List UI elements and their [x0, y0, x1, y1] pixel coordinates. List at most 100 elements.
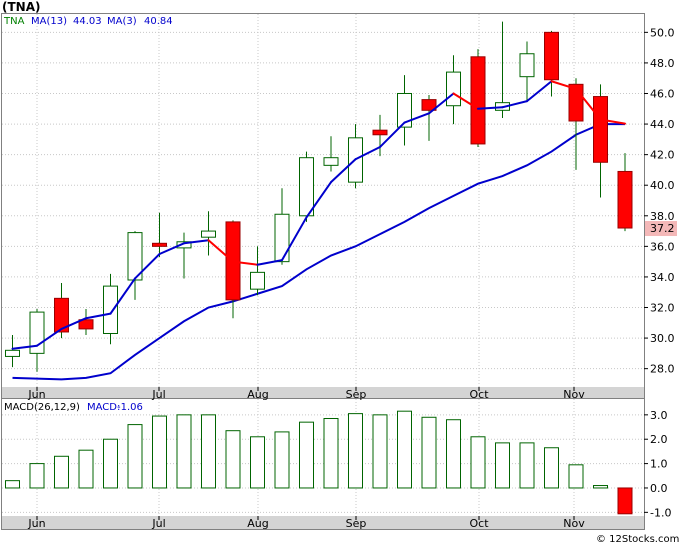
y-tick-label: 32.0: [650, 302, 675, 315]
macd-bar-positive: [54, 455, 69, 489]
macd-bar-positive: [348, 413, 363, 489]
x-tick-label: Oct: [469, 388, 489, 401]
y-tick-label: 46.0: [650, 87, 675, 100]
last-price-tag: 37.2: [650, 222, 675, 235]
ma3-segment: [305, 181, 332, 219]
macd-bar-positive: [152, 415, 167, 489]
macd-bar-positive: [127, 424, 143, 489]
macd-bar-positive: [29, 463, 45, 489]
ma3-segment: [36, 327, 63, 347]
macd-histogram: [5, 410, 633, 515]
y-tick-label: 38.0: [650, 210, 675, 223]
candle-body-up: [323, 157, 339, 166]
macd-bar-positive: [323, 418, 339, 489]
ma3-segment: [452, 92, 479, 110]
macd-y-tick-label: 3.0: [650, 409, 668, 422]
macd-bar-positive: [495, 442, 510, 489]
macd-value-label: MACD:: [87, 402, 120, 413]
macd-bar-negative: [617, 487, 633, 515]
macd-bar-positive: [568, 464, 584, 489]
macd-y-tick-label: 2.0: [650, 433, 668, 446]
ma3-segment: [207, 239, 234, 263]
candle-body-up: [250, 271, 265, 290]
legend-ticker: TNA: [3, 16, 25, 27]
candle-body-up: [274, 213, 290, 263]
y-tick-label: 50.0: [650, 26, 675, 39]
y-tick-label: 28.0: [650, 363, 675, 376]
ma3-segment: [550, 80, 577, 90]
candle-body-up: [446, 71, 461, 107]
x-tick-label: Jun: [27, 517, 45, 530]
y-tick-label: 44.0: [650, 118, 675, 131]
macd-bar-positive: [299, 421, 314, 489]
x-tick-label: Oct: [469, 517, 489, 530]
macd-value: -1.06: [117, 402, 143, 413]
ma3-segment: [379, 121, 406, 148]
watermark: © 12Stocks.com: [596, 534, 679, 545]
macd-bar-positive: [5, 480, 20, 489]
x-tick-label: Jul: [151, 517, 165, 530]
macd-bar-positive: [372, 414, 388, 489]
macd-bar-positive: [225, 430, 241, 489]
ma3-segment: [60, 317, 87, 330]
macd-bar-positive: [446, 419, 461, 489]
ma3-segment: [183, 239, 210, 245]
macd-bar-positive: [421, 416, 437, 489]
candle-body-up: [397, 92, 412, 128]
candle-body-up: [519, 53, 535, 78]
legend-ma3-label: MA(3): [107, 16, 137, 27]
x-tick-label: Jul: [151, 388, 165, 401]
ma3-segment: [599, 118, 626, 125]
candle-body-up: [103, 285, 118, 334]
x-tick-label: Aug: [247, 388, 268, 401]
grid-lines: [2, 14, 644, 516]
x-tick-label: Aug: [247, 517, 268, 530]
ma3-segment: [232, 260, 259, 266]
ma3-segment: [256, 259, 283, 266]
macd-bar-positive: [274, 431, 290, 489]
ma3-segment: [575, 87, 602, 121]
candle-body-up: [299, 157, 314, 217]
macd-bar-positive: [176, 414, 192, 489]
legend-ma13-label: MA(13): [31, 16, 67, 27]
candle-body-down: [544, 31, 559, 81]
macd-bar-positive: [78, 449, 94, 489]
ma3-segment: [403, 112, 430, 124]
macd-y-tick-label: -1.0: [650, 506, 671, 519]
y-tick-label: 34.0: [650, 271, 675, 284]
ma3-segment: [134, 253, 161, 280]
x-tick-label: Nov: [563, 517, 585, 530]
x-tick-label: Nov: [563, 388, 585, 401]
candle-body-down: [593, 96, 608, 163]
ma3-segment: [354, 145, 381, 161]
ma3-segment: [158, 242, 185, 256]
macd-bar-positive: [201, 414, 216, 489]
y-tick-label: 30.0: [650, 332, 675, 345]
x-tick-label: Sep: [346, 388, 367, 401]
y-tick-label: 40.0: [650, 179, 675, 192]
x-tick-label: Sep: [346, 517, 367, 530]
candle-body-down: [78, 319, 94, 330]
ma3-segment: [109, 277, 136, 315]
macd-bar-positive: [519, 442, 535, 489]
ma3-segment: [526, 80, 553, 103]
macd-y-tick-label: 0.0: [650, 482, 668, 495]
ma3-segment: [11, 344, 38, 350]
ma3-segment: [501, 100, 528, 109]
ma3-segment: [85, 312, 112, 320]
candle-body-down: [421, 99, 437, 111]
candle-body-down: [372, 129, 388, 136]
last-price-tag-bg: [645, 221, 677, 237]
y-tick-label: 48.0: [650, 57, 675, 70]
ma3-segment: [330, 158, 357, 184]
candle-body-down: [470, 56, 486, 145]
candle-body-up: [176, 241, 192, 249]
macd-bar-positive: [593, 485, 608, 489]
ma3-segment: [428, 92, 455, 115]
macd-params-label: MACD(26,12,9): [4, 402, 80, 413]
candle-body-down: [617, 170, 633, 229]
ma13-polyline: [12, 123, 625, 381]
macd-xaxis-band: [2, 516, 644, 529]
